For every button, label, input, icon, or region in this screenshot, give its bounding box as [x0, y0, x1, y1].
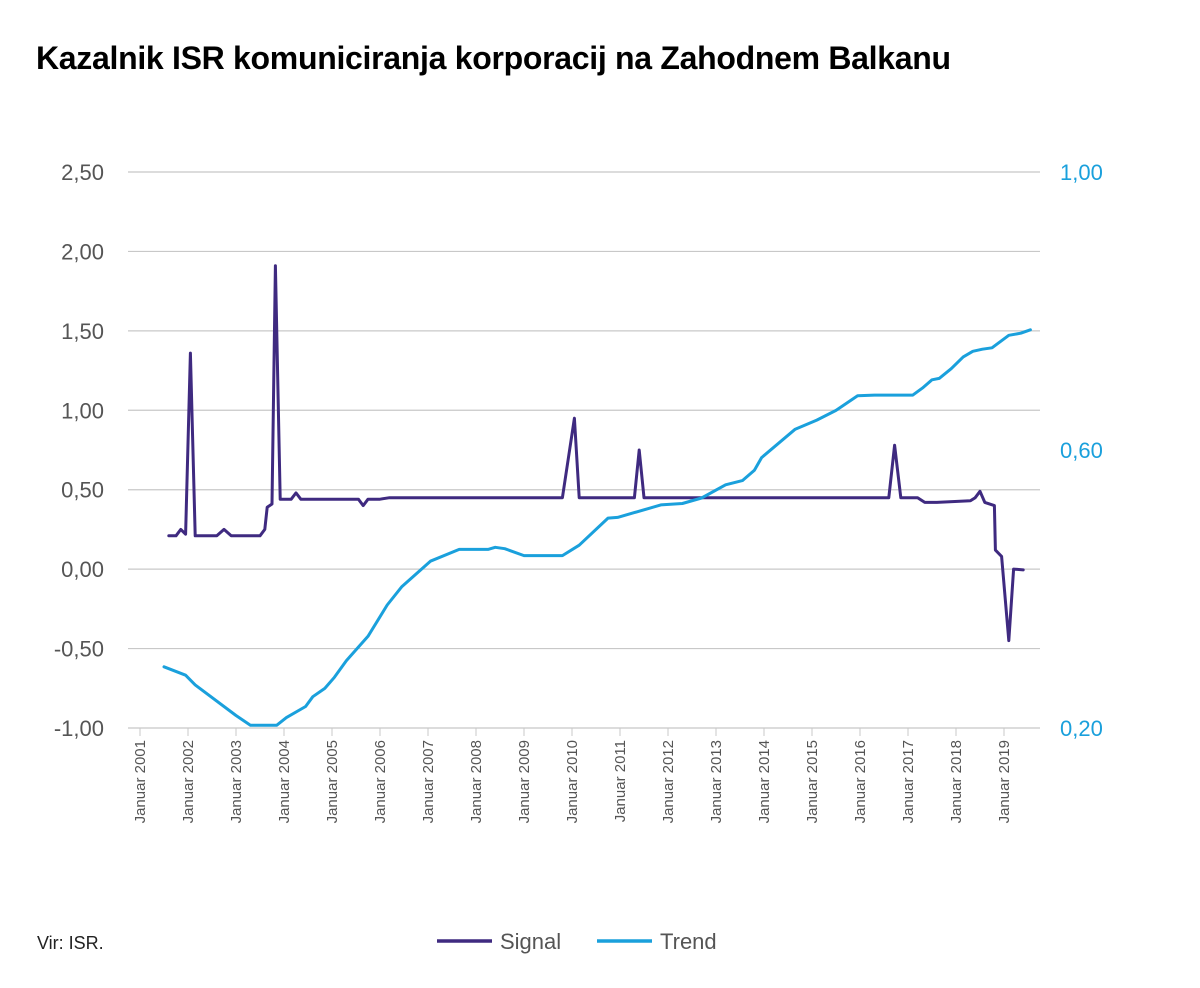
legend: Signal Trend — [437, 929, 717, 954]
series-lines — [162, 264, 1032, 727]
y-right-tick-label: 0,60 — [1060, 438, 1103, 463]
chart-title: Kazalnik ISR komuniciranja korporacij na… — [36, 40, 951, 76]
x-tick-label: Januar 2012 — [660, 740, 677, 823]
y-left-tick-label: 1,50 — [61, 319, 104, 344]
x-tick-label: Januar 2013 — [708, 740, 725, 823]
x-tick-label: Januar 2005 — [324, 740, 341, 823]
y-right-tick-label: 1,00 — [1060, 160, 1103, 185]
x-tick-label: Januar 2019 — [996, 740, 1013, 823]
x-tick-label: Januar 2006 — [372, 740, 389, 823]
x-tick-label: Januar 2001 — [132, 740, 149, 823]
y-left-tick-label: 0,50 — [61, 478, 104, 503]
y-left-tick-label: -0,50 — [54, 637, 104, 662]
gridlines — [128, 171, 1040, 729]
x-tick-label: Januar 2016 — [852, 740, 869, 823]
x-axis: Januar 2001 Januar 2002 Januar 2003 Januar … — [132, 728, 1013, 823]
y-left-tick-label: 1,00 — [61, 398, 104, 423]
x-tick-label: Januar 2004 — [276, 740, 293, 823]
y-left-tick-label: 0,00 — [61, 557, 104, 582]
y-axis-left: 2,50 2,00 1,50 1,00 0,50 0,00 -0,50 -1,00 — [54, 160, 104, 741]
x-tick-label: Januar 2002 — [180, 740, 197, 823]
x-tick-label: Januar 2017 — [900, 740, 917, 823]
x-tick-label: Januar 2008 — [468, 740, 485, 823]
series-line-trend — [162, 328, 1032, 727]
y-left-tick-label: 2,50 — [61, 160, 104, 185]
y-left-tick-label: -1,00 — [54, 716, 104, 741]
y-left-tick-label: 2,00 — [61, 239, 104, 264]
y-right-tick-label: 0,20 — [1060, 716, 1103, 741]
series-line-signal — [167, 264, 1025, 643]
x-tick-label: Januar 2007 — [420, 740, 437, 823]
x-tick-label: Januar 2011 — [612, 740, 629, 822]
legend-label-trend: Trend — [660, 929, 717, 954]
x-tick-label: Januar 2018 — [948, 740, 965, 823]
source-note: Vir: ISR. — [37, 933, 104, 953]
x-tick-label: Januar 2014 — [756, 740, 773, 823]
legend-label-signal: Signal — [500, 929, 561, 954]
x-tick-label: Januar 2015 — [804, 740, 821, 823]
x-tick-label: Januar 2009 — [516, 740, 533, 823]
x-tick-label: Januar 2010 — [564, 740, 581, 823]
x-tick-label: Januar 2003 — [228, 740, 245, 823]
y-axis-right: 1,00 0,60 0,20 — [1060, 160, 1103, 741]
